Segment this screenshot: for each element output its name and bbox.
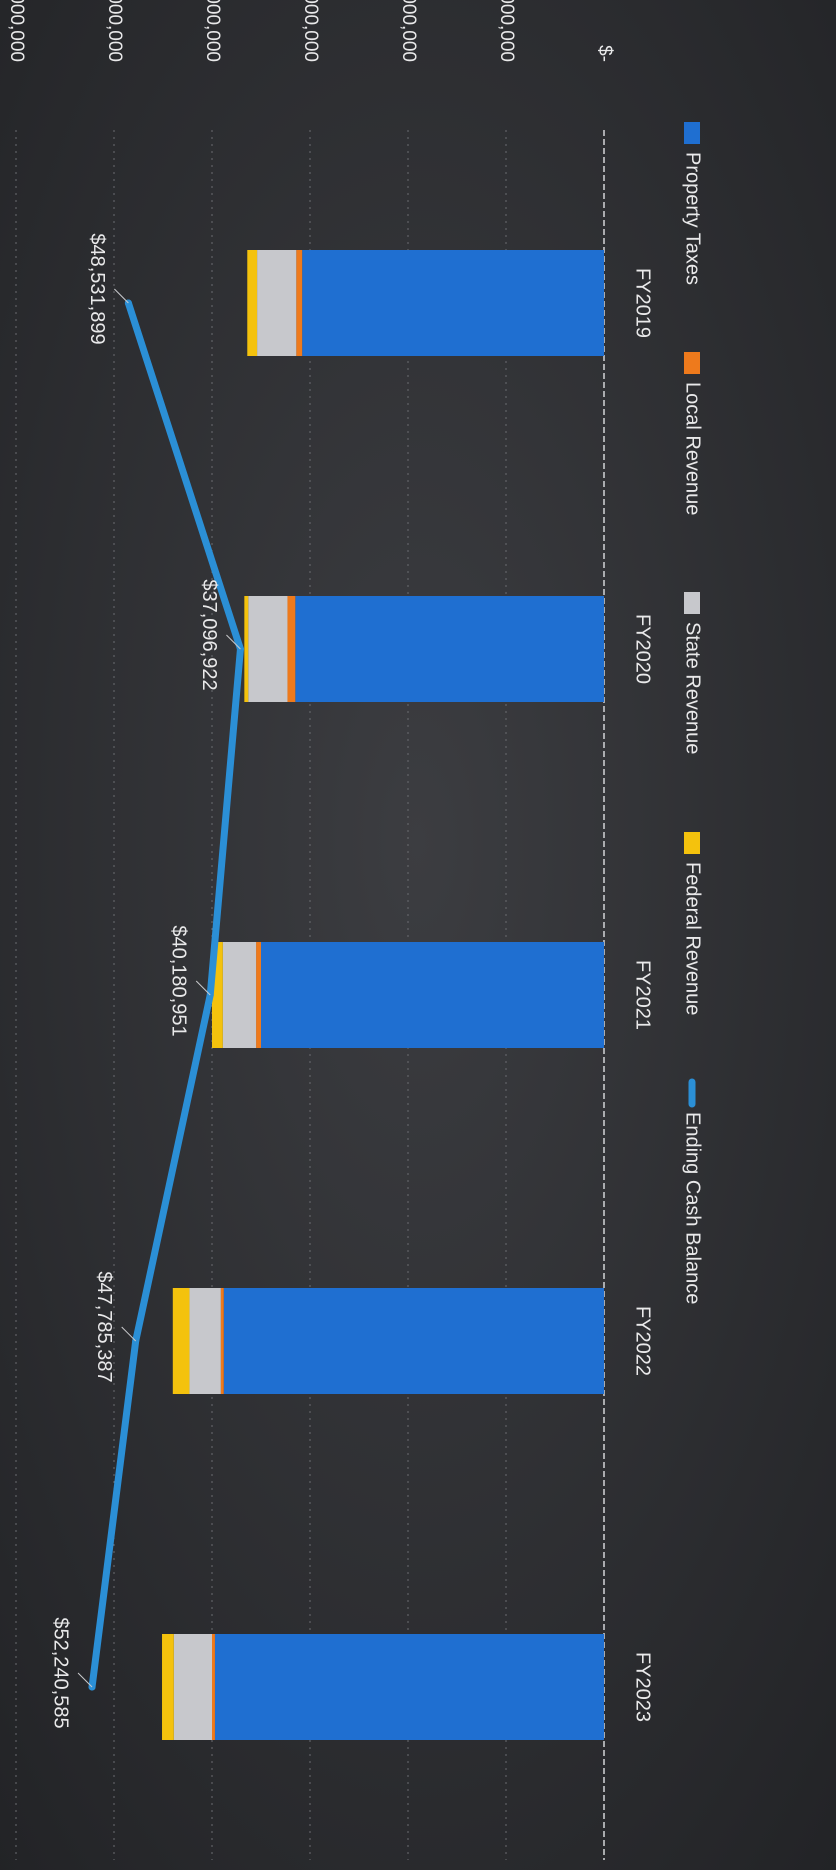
grid-layer: $- $10,000,000 $20,000,000 $30,000,000 $40,0… <box>6 0 615 1860</box>
bar-local-revenue <box>287 596 296 702</box>
data-label: $37,096,922 <box>198 579 220 690</box>
x-tick-label: FY2023 <box>632 1652 654 1722</box>
data-label-leader <box>77 1672 93 1688</box>
y-tick-label: $30,000,000 <box>300 0 321 62</box>
data-label-leader <box>121 1326 137 1342</box>
x-tick-label: FY2020 <box>632 614 654 684</box>
bar-federal-revenue <box>162 1634 174 1740</box>
y-tick-label: $40,000,000 <box>202 0 223 62</box>
plot-area: $- $10,000,000 $20,000,000 $30,000,000 $40,0… <box>6 0 704 1860</box>
legend-swatch <box>684 122 700 144</box>
bar-local-revenue <box>256 942 261 1048</box>
y-tick-label: $- <box>594 45 615 62</box>
bar-state-revenue <box>222 942 257 1048</box>
bar-state-revenue <box>257 250 297 356</box>
x-tick-label: FY2019 <box>632 268 654 338</box>
bar-state-revenue <box>173 1634 212 1740</box>
x-tick-label: FY2021 <box>632 960 654 1030</box>
bar-local-revenue <box>296 250 303 356</box>
labels-layer: FY2019 FY2020 FY2021 FY2022 FY2023 $48,531,89… <box>49 233 653 1728</box>
bar-property-taxes <box>261 942 604 1048</box>
legend: Property Taxes Local Revenue State Revenue… <box>682 122 704 1304</box>
bar-federal-revenue <box>172 1288 190 1394</box>
bar-local-revenue <box>212 1634 215 1740</box>
bar-property-taxes <box>223 1288 604 1394</box>
data-label: $47,785,387 <box>93 1271 115 1382</box>
data-label: $52,240,585 <box>49 1617 71 1728</box>
bar-property-taxes <box>214 1634 604 1740</box>
y-tick-label: $10,000,000 <box>496 0 517 62</box>
data-label-leader <box>114 288 129 304</box>
bar-federal-revenue <box>247 250 258 356</box>
legend-swatch <box>684 592 700 614</box>
y-tick-label: $60,000,000 <box>6 0 27 62</box>
legend-swatch <box>684 832 700 854</box>
bars-layer <box>162 250 604 1740</box>
legend-label: Federal Revenue <box>682 862 704 1015</box>
y-tick-label: $20,000,000 <box>398 0 419 62</box>
legend-label: Local Revenue <box>682 382 704 515</box>
legend-label: Ending Cash Balance <box>682 1112 704 1304</box>
data-label-leader <box>195 980 211 996</box>
data-label-leader <box>226 634 241 650</box>
legend-label: Property Taxes <box>682 152 704 285</box>
bar-local-revenue <box>220 1288 224 1394</box>
y-tick-label: $50,000,000 <box>104 0 125 62</box>
bar-state-revenue <box>248 596 288 702</box>
legend-label: State Revenue <box>682 622 704 754</box>
data-label: $48,531,899 <box>86 233 108 344</box>
bar-federal-revenue <box>244 596 249 702</box>
bar-property-taxes <box>295 596 604 702</box>
legend-swatch <box>684 352 700 374</box>
bar-property-taxes <box>302 250 604 356</box>
x-tick-label: FY2022 <box>632 1306 654 1376</box>
bar-state-revenue <box>189 1288 221 1394</box>
data-label: $40,180,951 <box>168 925 190 1036</box>
